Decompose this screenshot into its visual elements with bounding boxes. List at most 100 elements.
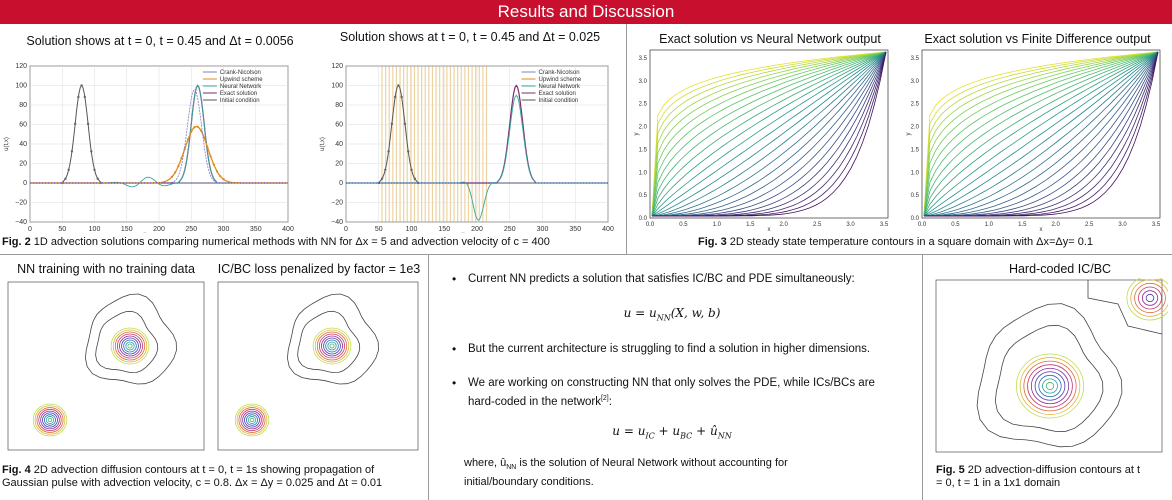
y-tick-label: 3.0 xyxy=(639,79,648,85)
contour-line xyxy=(651,51,887,217)
contour-line xyxy=(651,51,887,217)
contour-line xyxy=(923,51,1159,217)
contour-line xyxy=(923,51,1159,217)
contour-ring-corner xyxy=(1130,279,1168,317)
upwind-marker xyxy=(170,175,173,179)
eq1-args: (X, w, b) xyxy=(670,306,721,320)
initial-condition-marker xyxy=(90,150,93,153)
x-tick-label: 50 xyxy=(375,226,383,233)
y-tick-label: 1.0 xyxy=(639,170,648,176)
contour-ring xyxy=(319,333,346,359)
y-tick-label: −20 xyxy=(15,200,27,207)
fig5-title: Hard-coded IC/BC xyxy=(1008,262,1112,276)
contour-ring xyxy=(1045,382,1055,390)
x-tick-label: 3.5 xyxy=(1152,222,1161,228)
where-line2: initial/boundary conditions. xyxy=(464,476,594,489)
legend-entry: Initial condition xyxy=(539,98,579,104)
x-tick-label: 400 xyxy=(282,226,294,233)
contour-ring xyxy=(321,335,343,357)
eq2-sub-ic: IC xyxy=(645,431,655,441)
neural-network-line xyxy=(346,94,608,221)
initial-condition-marker xyxy=(384,168,387,172)
x-tick-label: 100 xyxy=(89,226,101,233)
contour-ring xyxy=(316,331,348,361)
upwind-marker xyxy=(190,130,193,133)
x-tick-label: 3.5 xyxy=(880,222,889,228)
contour-ring-corner xyxy=(1145,293,1155,303)
legend-entry: Upwind scheme xyxy=(539,77,582,83)
initial-condition-marker xyxy=(413,177,416,180)
eq2-sub-nn: NN xyxy=(717,431,732,441)
legend-entry: Crank-Nicolson xyxy=(539,70,580,76)
y-tick-label: −40 xyxy=(15,219,27,226)
contour-line xyxy=(651,51,887,217)
x-tick-label: 1.0 xyxy=(713,222,722,228)
contour-ring xyxy=(234,403,270,437)
contour-ring xyxy=(32,403,68,437)
y-tick-label: 3.0 xyxy=(911,79,920,85)
contour-line xyxy=(651,51,887,217)
contour-ring xyxy=(36,407,64,433)
x-tick-label: 200 xyxy=(471,226,483,233)
contour-ring-corner xyxy=(1138,286,1162,310)
contour-ring xyxy=(329,343,335,349)
y-tick-label: 1.0 xyxy=(911,170,920,176)
eq1-lhs: u = u xyxy=(623,306,657,320)
bullet-3-line2: hard-coded in the network xyxy=(468,395,601,408)
where-prefix: where, û xyxy=(464,457,507,469)
legend-entry: Exact solution xyxy=(220,91,257,97)
divider-vertical-bottom-left xyxy=(428,254,429,500)
contour-line xyxy=(923,51,1159,217)
fig5-caption-label: Fig. 5 xyxy=(936,464,965,476)
fig3-left-plot: 3.5 3.0 2.5 2.0 1.5 1.0 0.5 0.00.0 0.5 1.0 1.5 2.0 2… xyxy=(634,49,889,233)
y-tick-label: 1.5 xyxy=(639,147,648,153)
contour-line xyxy=(651,51,887,217)
y-axis-label: u(t,x) xyxy=(4,137,10,151)
contour-line xyxy=(651,51,887,217)
x-axis-label: x xyxy=(144,232,147,233)
x-tick-label: 50 xyxy=(58,226,66,233)
y-tick-label: 0.0 xyxy=(911,216,920,222)
x-tick-label: 200 xyxy=(153,226,165,233)
fig4-caption-line1: 2D advection diffusion contours at t = 0… xyxy=(30,464,375,476)
contour-outer xyxy=(84,293,177,385)
contour-ring xyxy=(34,405,66,435)
x-tick-label: 350 xyxy=(250,226,262,233)
contour-ring xyxy=(325,339,339,353)
initial-condition-marker xyxy=(397,84,400,87)
fig5-caption-line2: = 0, t = 1 in a 1x1 domain xyxy=(936,477,1061,489)
contour-ring xyxy=(240,408,264,432)
fig4-left-plot xyxy=(7,281,205,451)
contour-line xyxy=(923,51,1159,217)
upwind-marker xyxy=(203,136,206,139)
y-axis-label: y xyxy=(634,133,640,136)
initial-condition-marker xyxy=(393,95,397,99)
contour-ring xyxy=(1030,367,1070,405)
y-tick-label: 1.5 xyxy=(911,147,920,153)
initial-condition-marker xyxy=(77,95,80,99)
x-tick-label: 0.5 xyxy=(679,222,688,228)
contour-ring xyxy=(117,333,144,359)
contour-ring-corner xyxy=(1126,278,1168,321)
initial-condition-marker xyxy=(70,150,74,153)
fig2-caption-text: 1D advection solutions comparing numeric… xyxy=(30,236,550,248)
contour-ring xyxy=(1019,357,1081,415)
x-tick-label: 3.0 xyxy=(846,222,855,228)
where-sub: NN xyxy=(506,464,517,472)
fig3-right-title: Exact solution vs Finite Difference outp… xyxy=(924,32,1151,46)
y-tick-label: 3.5 xyxy=(639,56,648,62)
fig4-caption-label: Fig. 4 xyxy=(2,464,31,476)
contour-ring xyxy=(327,341,337,351)
contour-line xyxy=(923,51,1159,217)
x-tick-label: 2.0 xyxy=(1052,222,1061,228)
contour-ring xyxy=(247,416,257,424)
initial-condition-marker xyxy=(400,95,403,99)
initial-condition-marker xyxy=(410,168,413,172)
contour-ring xyxy=(40,410,60,430)
equation-2: u = uIC + uBC + ûNN xyxy=(452,424,892,443)
x-tick-label: 100 xyxy=(406,226,418,233)
bullet-dot: • xyxy=(452,376,457,390)
contour-line xyxy=(652,51,887,217)
initial-condition-marker xyxy=(93,168,96,172)
